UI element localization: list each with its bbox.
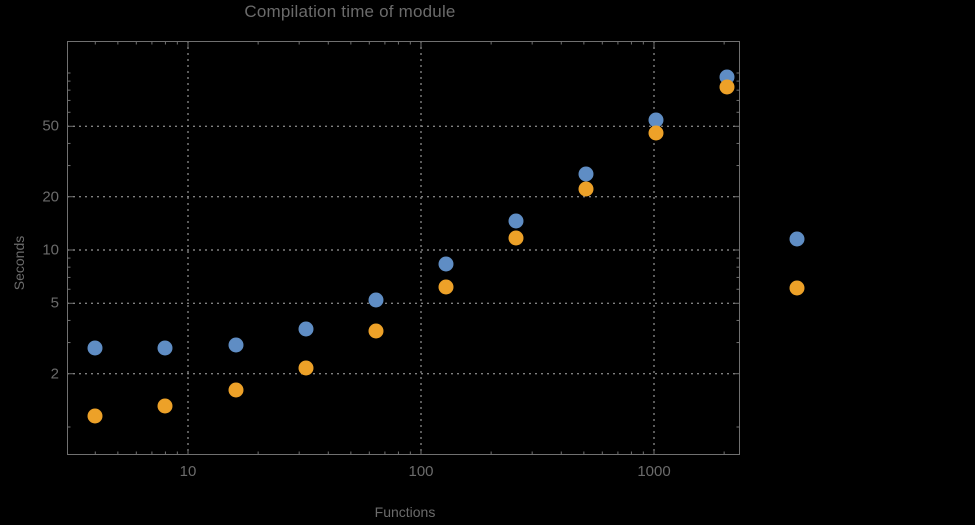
- y-tick-label: 10: [42, 241, 59, 259]
- x-tick-label: 1000: [637, 463, 671, 480]
- data-point-blue-series: [157, 340, 173, 356]
- data-point-orange-series: [87, 408, 103, 424]
- x-tick-label: 100: [408, 463, 434, 480]
- data-point-blue-series: [438, 256, 454, 272]
- data-point-blue-series: [648, 112, 664, 128]
- data-point-blue-series: [87, 340, 103, 356]
- chart-title: Compilation time of module: [244, 2, 456, 21]
- plot-frame: [67, 41, 740, 455]
- data-point-orange-series: [438, 279, 454, 295]
- data-point-orange-series: [789, 280, 805, 296]
- data-point-blue-series: [508, 213, 524, 229]
- data-point-orange-series: [508, 230, 524, 246]
- data-point-orange-series: [157, 398, 173, 414]
- data-point-blue-series: [789, 231, 805, 247]
- data-point-blue-series: [368, 292, 384, 308]
- data-point-orange-series: [228, 382, 244, 398]
- x-tick-label: 10: [179, 463, 197, 480]
- data-point-orange-series: [368, 323, 384, 339]
- x-axis-label: Functions: [374, 504, 436, 520]
- data-point-orange-series: [648, 125, 664, 141]
- y-tick-label: 2: [50, 365, 59, 383]
- data-point-blue-series: [298, 321, 314, 337]
- data-point-blue-series: [228, 337, 244, 353]
- y-tick-label: 50: [42, 117, 59, 135]
- y-tick-label: 5: [50, 294, 59, 312]
- data-point-orange-series: [719, 79, 735, 95]
- y-tick-label: 20: [42, 188, 59, 206]
- y-axis-label: Seconds: [11, 235, 27, 291]
- data-point-orange-series: [298, 360, 314, 376]
- data-point-orange-series: [578, 181, 594, 197]
- data-point-blue-series: [578, 166, 594, 182]
